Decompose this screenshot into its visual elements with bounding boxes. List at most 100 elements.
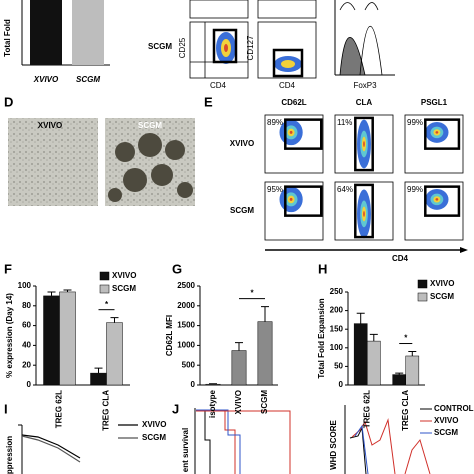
legend-swatch <box>417 279 428 289</box>
histogram <box>339 2 379 11</box>
y-tick-label: 0 <box>191 380 196 389</box>
x-tick-label: TREG CLA <box>401 390 410 431</box>
gate-percent: 64% <box>337 185 353 194</box>
row-label: SCGM <box>148 42 172 51</box>
gate <box>354 183 374 239</box>
panel-label: G <box>172 261 182 276</box>
x-tick-label: TREG 62L <box>362 390 371 428</box>
axis-label: CD4 <box>210 81 227 90</box>
panel-label: F <box>4 261 12 276</box>
legend-label: CONTROL <box>434 404 474 413</box>
y-label: WHD SCORE <box>329 419 338 469</box>
x-tick-label: XVIVO <box>234 390 243 414</box>
axis-label: CD4 <box>392 254 409 263</box>
gate <box>284 185 323 217</box>
density <box>363 210 365 217</box>
gate <box>272 48 304 78</box>
flow-plot <box>257 0 317 19</box>
bar <box>257 321 273 386</box>
y-label: Total Fold Expansion <box>317 298 326 378</box>
arrow-head <box>460 247 468 253</box>
bar <box>43 295 60 386</box>
y-tick-label: 100 <box>330 343 344 352</box>
y-tick-label: 2500 <box>177 281 195 290</box>
density <box>363 141 365 147</box>
y-tick-label: 200 <box>330 306 344 315</box>
y-label: ppression <box>5 436 14 474</box>
y-label: % expression (Day 14) <box>5 293 14 378</box>
legend-label: SCGM <box>430 292 454 301</box>
score-line <box>349 426 367 474</box>
legend-swatch <box>99 284 110 294</box>
y-tick-label: 0 <box>339 380 344 389</box>
bar <box>231 350 247 386</box>
y-tick-label: 1000 <box>177 341 195 350</box>
colonies <box>108 133 193 202</box>
axis-label: CD4 <box>279 81 296 90</box>
error-bar <box>261 306 269 322</box>
y-tick-label: 80 <box>22 301 31 310</box>
y-tick-label: 50 <box>334 362 343 371</box>
legend-swatch <box>99 271 110 281</box>
gate-percent: 99% <box>407 118 423 127</box>
density <box>435 131 439 134</box>
gate-percent: 11% <box>337 118 352 127</box>
axis-label: FoxP3 <box>353 81 377 90</box>
y-label: CD62L MFI <box>165 315 174 356</box>
gate-percent: 95% <box>267 185 283 194</box>
density <box>289 197 293 201</box>
panel-label: J <box>172 401 179 416</box>
error-bar <box>408 351 417 356</box>
y-tick-label: 0 <box>27 380 32 389</box>
gate <box>212 28 238 64</box>
bar <box>205 383 221 386</box>
error-bar <box>395 372 404 375</box>
image <box>8 118 98 206</box>
annotation: * <box>250 289 254 298</box>
y-tick-label: 100 <box>18 281 32 290</box>
x-tick-label: TREG 62L <box>55 390 64 428</box>
image-label: SCGM <box>138 121 162 130</box>
panel-label: H <box>318 261 327 276</box>
histogram <box>339 37 366 76</box>
row-label: XVIVO <box>230 139 254 148</box>
column-label: CD62L <box>281 98 306 107</box>
bar <box>59 291 76 386</box>
line <box>21 434 81 459</box>
line <box>21 435 81 463</box>
legend-label: XVIVO <box>434 416 458 425</box>
column-label: PSGL1 <box>421 98 448 107</box>
score-line <box>351 418 431 474</box>
legend-label: SCGM <box>434 428 458 437</box>
bar <box>30 0 62 65</box>
panel-label: E <box>204 94 213 109</box>
gate-percent: 99% <box>407 185 423 194</box>
legend-label: XVIVO <box>112 271 136 280</box>
score-line <box>354 424 369 474</box>
y-tick-label: 500 <box>182 360 196 369</box>
survival-line <box>196 409 241 474</box>
row-label: SCGM <box>230 206 254 215</box>
bar <box>367 340 381 386</box>
panel-label: I <box>4 401 8 416</box>
y-tick-label: 20 <box>22 360 31 369</box>
error-bar <box>63 289 72 292</box>
gate <box>424 118 461 150</box>
legend-label: XVIVO <box>142 420 166 429</box>
error-bar <box>94 367 103 374</box>
gate <box>354 116 374 172</box>
y-label: Total Fold <box>3 19 12 57</box>
survival-line <box>196 410 291 474</box>
legend-label: SCGM <box>112 284 136 293</box>
x-tick-label: TREG CLA <box>102 390 111 431</box>
legend-label: XVIVO <box>430 279 454 288</box>
error-bar <box>356 312 365 324</box>
legend-label: SCGM <box>142 433 166 442</box>
bar <box>106 322 123 386</box>
y-tick-label: 40 <box>22 341 31 350</box>
y-tick-label: 60 <box>22 321 31 330</box>
column-label: CLA <box>356 98 373 107</box>
bar <box>90 372 107 386</box>
survival-line <box>196 409 236 474</box>
y-label: ent survival <box>181 428 190 472</box>
